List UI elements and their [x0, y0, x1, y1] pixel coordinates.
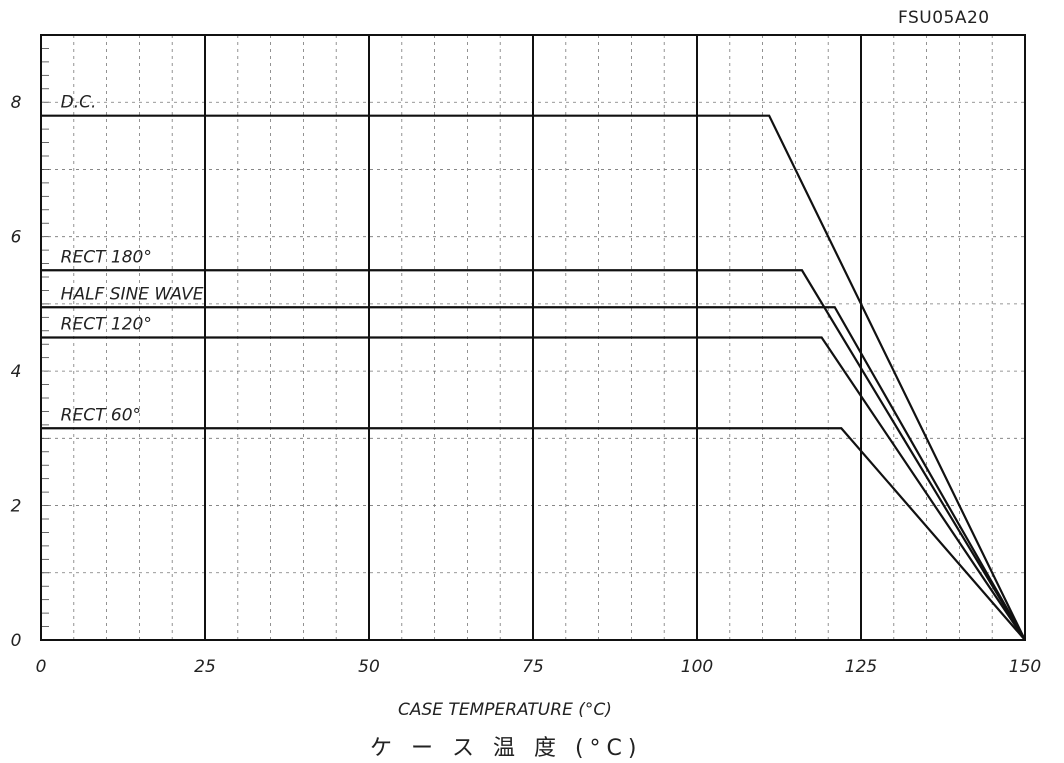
derating-chart: D.C. RECT 180° HALF SINE WAVE RECT 120° RECT…: [11, 34, 1042, 677]
series-labels: D.C. RECT 180° HALF SINE WAVE RECT 120° RECT…: [61, 93, 204, 426]
y-tick-label: 6: [11, 228, 22, 248]
x-tick-label: 125: [845, 657, 877, 677]
x-tick-label: 150: [1009, 657, 1041, 677]
series-lines: [41, 114, 1026, 641]
y-tick-label: 4: [11, 362, 22, 382]
y-tick-label: 8: [11, 93, 22, 113]
series-label-4: RECT 120°: [61, 315, 152, 335]
series-label-1: D.C.: [61, 93, 97, 113]
y-tick-labels: 0 2 4 6 8: [11, 93, 22, 651]
series-label-3: HALF SINE WAVE: [61, 284, 204, 304]
series-label-5: RECT 60°: [61, 405, 141, 425]
x-tick-label: 25: [194, 657, 216, 677]
series-line-3: [41, 306, 1026, 641]
x-tick-label: 0: [36, 657, 47, 677]
x-tick-labels: 0 25 50 75 100 125 150: [36, 657, 1042, 677]
series-line-1: [41, 114, 1026, 641]
y-tick-label: 2: [11, 497, 22, 517]
x-tick-label: 100: [681, 657, 713, 677]
series-label-2: RECT 180°: [61, 247, 152, 267]
x-tick-label: 50: [358, 657, 380, 677]
series-line-4: [41, 336, 1026, 641]
y-tick-label: 0: [11, 631, 22, 651]
x-tick-label: 75: [522, 657, 544, 677]
series-line-2: [41, 269, 1026, 641]
series-line-5: [41, 427, 1026, 641]
part-number: FSU05A20: [898, 8, 990, 28]
x-axis-label: CASE TEMPERATURE (°C): [398, 700, 612, 720]
x-axis-label-japanese: ケ ー ス 温 度 (°C): [370, 736, 643, 761]
